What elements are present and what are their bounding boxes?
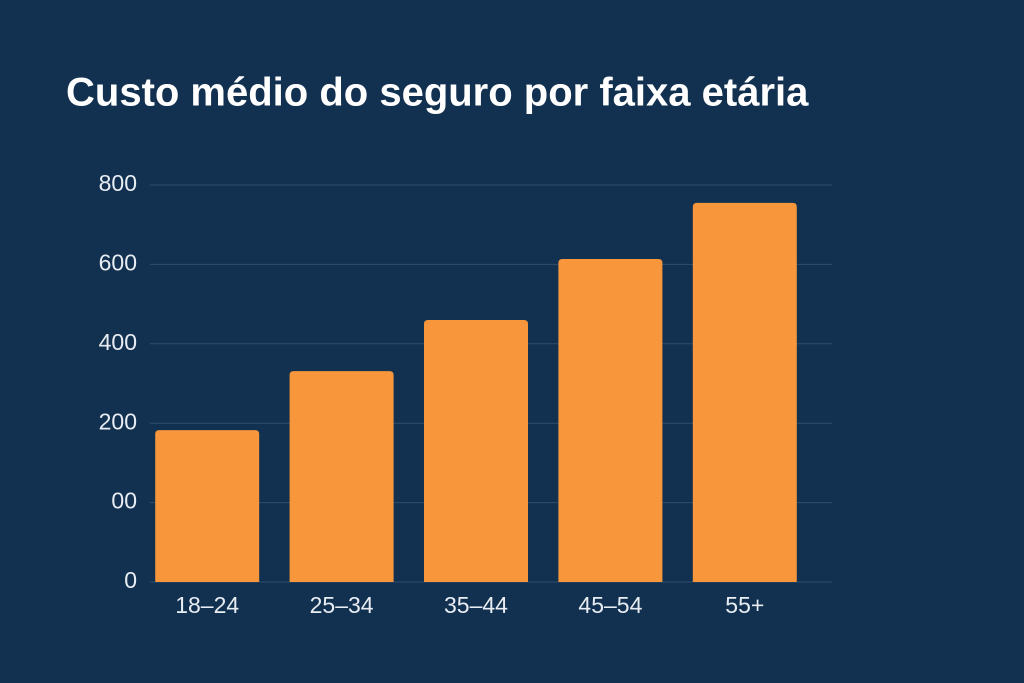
y-tick-label: 0 xyxy=(124,567,137,593)
x-tick-label: 45–54 xyxy=(578,592,642,618)
chart-title: Custo médio do seguro por faixa etária xyxy=(66,71,809,115)
x-tick-label: 35–44 xyxy=(444,592,508,618)
bar xyxy=(558,258,663,582)
x-tick-label: 25–34 xyxy=(310,592,374,618)
x-tick-label: 55+ xyxy=(725,592,764,618)
y-tick-label: 600 xyxy=(99,249,137,275)
bar xyxy=(289,371,394,582)
y-tick-label: 200 xyxy=(99,408,137,434)
x-tick-label: 18–24 xyxy=(175,592,239,618)
bar xyxy=(692,202,797,583)
y-tick-label: 400 xyxy=(99,329,137,355)
y-tick-label: 00 xyxy=(111,488,137,514)
y-tick-label: 800 xyxy=(99,170,137,196)
bar xyxy=(424,319,528,582)
bar xyxy=(155,430,260,582)
